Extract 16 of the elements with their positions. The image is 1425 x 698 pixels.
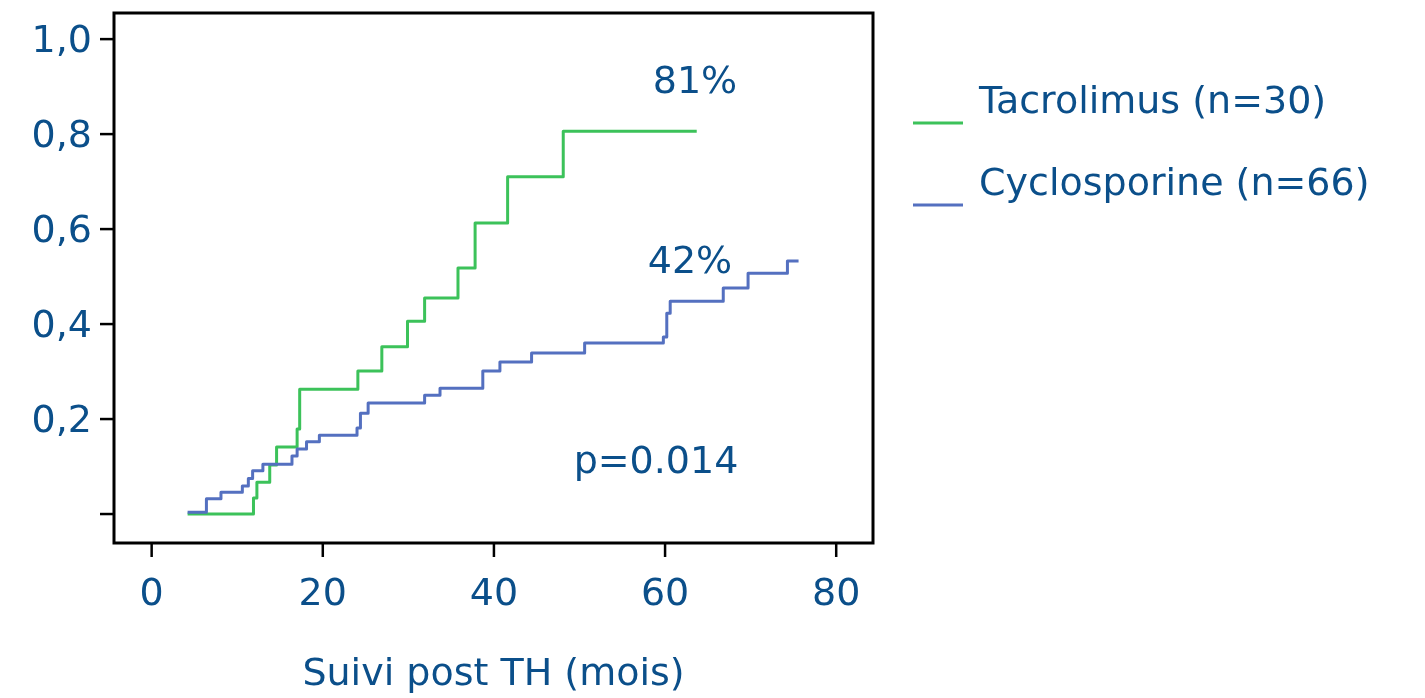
x-tick-label: 40 (469, 570, 519, 614)
x-tick-label: 0 (139, 570, 164, 614)
y-tick-label: 0,6 (31, 207, 92, 252)
x-tick-label: 60 (640, 570, 690, 614)
legend-label: Cyclosporine (n=66) (979, 160, 1370, 204)
legend-label: Tacrolimus (n=30) (978, 78, 1327, 122)
x-tick-label: 80 (812, 570, 861, 614)
annotation: 81% (652, 58, 738, 103)
y-tick-label: 0,8 (31, 112, 92, 157)
x-tick-label: 20 (298, 570, 347, 614)
annotation: p=0.014 (573, 438, 739, 483)
y-tick-label: 1,0 (31, 17, 92, 62)
x-axis-title: Suivi post TH (mois) (302, 650, 685, 694)
y-tick-label: 0,4 (31, 302, 92, 347)
y-tick-label: 0,2 (31, 397, 92, 442)
annotation: 42% (647, 238, 733, 283)
